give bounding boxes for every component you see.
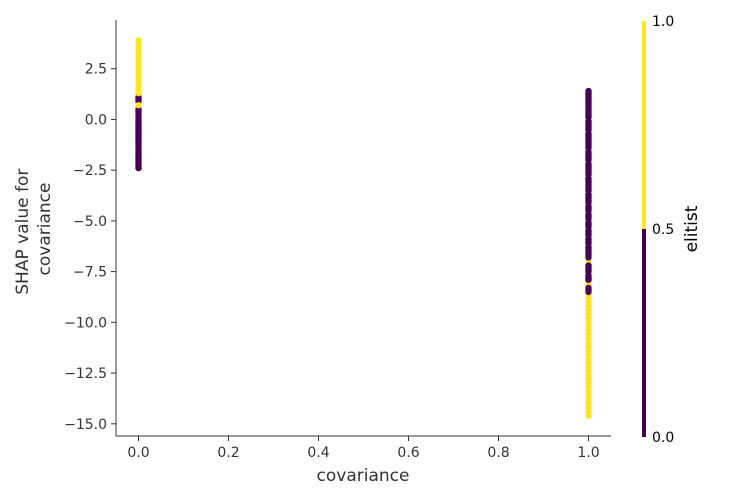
x-tick-label: 0.0 [127, 445, 149, 461]
colorbar: 0.0 0.5 1.0 elitist [642, 14, 702, 446]
x-tick-label: 1.0 [577, 445, 599, 461]
y-axis-ticks: 2.5 0.0 −2.5 −5.0 −7.5 −10.0 −12.5 −15.0 [64, 62, 116, 433]
y-tick-label: −5.0 [73, 214, 107, 230]
scatter-point [135, 102, 142, 109]
x-axis-ticks: 0.0 0.2 0.4 0.6 0.8 1.0 [127, 436, 600, 461]
colorbar-tick-label: 1.0 [652, 14, 674, 30]
colorbar-tick-label: 0.5 [652, 222, 674, 238]
y-axis-label-line-1: SHAP value for [13, 169, 33, 295]
scatter-point [135, 37, 142, 44]
colorbar-bar [642, 21, 646, 437]
x-tick-label: 0.8 [487, 445, 509, 461]
y-tick-label: −7.5 [73, 265, 107, 281]
plot-area [135, 37, 592, 419]
y-tick-label: −15.0 [64, 417, 107, 433]
x-tick-label: 0.6 [397, 445, 419, 461]
y-tick-label: 2.5 [85, 62, 107, 78]
x-tick-label: 0.2 [217, 445, 239, 461]
y-tick-label: −12.5 [64, 366, 107, 382]
x-axis-label: covariance [317, 466, 410, 486]
colorbar-ticks: 0.0 0.5 1.0 [652, 14, 674, 446]
y-tick-label: −10.0 [64, 315, 107, 331]
scatter-point [585, 87, 592, 95]
colorbar-tick-label: 0.0 [652, 430, 674, 446]
y-tick-label: 0.0 [85, 112, 107, 128]
y-axis-label-line-2: covariance [35, 183, 55, 276]
x-tick-label: 0.4 [307, 445, 329, 461]
scatter-point [585, 262, 592, 269]
y-axis-label: SHAP value for covariance [13, 163, 55, 294]
colorbar-label: elitist [682, 205, 702, 252]
scatter-point [585, 284, 592, 292]
y-tick-label: −2.5 [73, 163, 107, 179]
